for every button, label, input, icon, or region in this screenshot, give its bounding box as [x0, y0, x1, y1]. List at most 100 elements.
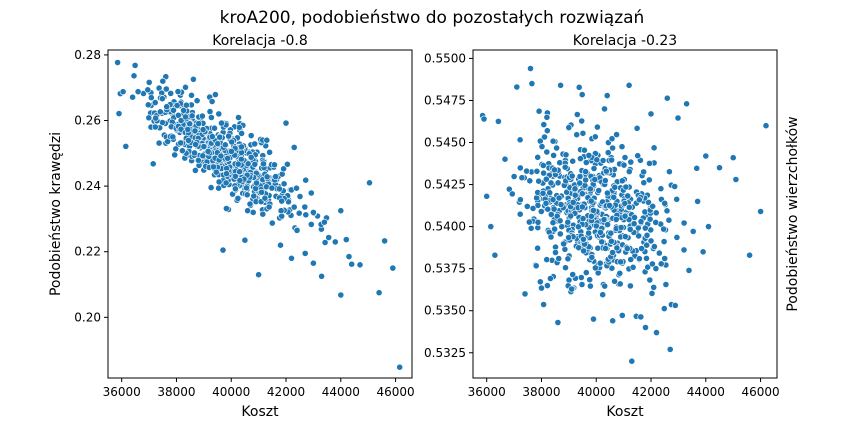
data-point: [180, 107, 187, 114]
data-point: [586, 276, 594, 284]
x-tick-label: 40000: [577, 385, 615, 399]
data-point: [246, 200, 254, 208]
data-point: [674, 114, 682, 122]
data-point: [505, 185, 513, 193]
y-tick-label: 0.5475: [424, 93, 466, 107]
data-point: [762, 122, 770, 130]
data-point: [544, 282, 551, 289]
data-point: [613, 131, 620, 138]
data-point: [602, 244, 609, 252]
y-tick-label: 0.5400: [424, 220, 466, 234]
data-point: [389, 264, 397, 272]
data-point: [535, 177, 543, 185]
data-point: [275, 185, 283, 193]
data-point: [144, 101, 152, 109]
data-point: [536, 278, 544, 286]
data-point: [268, 184, 276, 192]
data-point: [540, 301, 547, 308]
data-point: [565, 276, 573, 284]
data-point: [235, 124, 243, 131]
data-point: [235, 114, 242, 121]
data-point: [594, 123, 601, 131]
data-point: [616, 269, 624, 277]
data-point: [673, 233, 681, 241]
data-point: [144, 86, 152, 94]
data-point: [527, 65, 534, 72]
data-point: [290, 143, 298, 151]
data-point: [523, 167, 530, 175]
data-point: [243, 191, 251, 199]
data-point: [302, 176, 310, 184]
x-tick-label: 46000: [741, 385, 779, 399]
data-point: [223, 170, 230, 178]
data-point: [255, 271, 262, 279]
x-tick-label: 44000: [687, 385, 725, 399]
y-tick-label: 0.5325: [424, 346, 466, 360]
data-point: [629, 263, 637, 271]
data-point: [601, 105, 608, 113]
data-point: [647, 110, 655, 118]
data-point: [587, 197, 595, 205]
figure-suptitle: kroA200, podobieństwo do pozostałych roz…: [220, 8, 645, 28]
data-point: [610, 193, 618, 201]
data-point: [518, 174, 526, 182]
data-point: [551, 166, 558, 174]
data-point: [501, 155, 509, 163]
data-point: [621, 212, 629, 220]
data-point: [646, 276, 654, 284]
data-point: [593, 156, 601, 164]
x-tick-label: 46000: [376, 385, 414, 399]
data-point: [585, 151, 593, 159]
x-tick-label: 42000: [632, 385, 670, 399]
data-point: [625, 81, 633, 89]
data-point: [627, 256, 635, 263]
data-point: [119, 88, 127, 96]
y-tick-label: 0.5425: [424, 178, 466, 192]
data-point: [149, 160, 157, 168]
data-point: [199, 126, 207, 134]
data-point: [516, 164, 524, 172]
data-point: [221, 141, 229, 149]
data-point: [624, 192, 632, 200]
data-point: [234, 160, 242, 168]
data-point: [193, 97, 201, 105]
data-point: [309, 259, 317, 267]
data-point: [280, 180, 288, 188]
data-point: [612, 215, 620, 223]
chart-panel-left: 36000 38000 40000 42000 44000 46000 0.20 0.22 0.…: [48, 33, 415, 420]
data-point: [660, 305, 668, 312]
data-point: [549, 137, 557, 145]
x-tick-label: 42000: [267, 385, 305, 399]
data-point: [301, 203, 309, 211]
data-point: [599, 291, 607, 299]
y-tick-label: 0.5450: [424, 136, 466, 150]
data-point: [588, 212, 595, 220]
data-point: [532, 262, 540, 270]
data-point: [652, 265, 660, 272]
data-point: [528, 80, 536, 87]
data-point: [607, 229, 615, 237]
x-tick-label: 38000: [157, 385, 195, 399]
data-point: [575, 83, 583, 91]
data-point: [547, 179, 555, 187]
y-tick-label: 0.22: [74, 245, 101, 259]
data-point: [516, 136, 524, 144]
data-point: [540, 169, 547, 177]
data-point: [200, 143, 208, 150]
data-point: [191, 127, 199, 135]
x-axis-label-right: Koszt: [606, 404, 644, 420]
data-point: [527, 224, 535, 232]
data-point: [732, 176, 740, 183]
x-tick-label: 36000: [468, 385, 506, 399]
data-point: [543, 113, 551, 121]
data-point: [302, 211, 310, 219]
y-tick-label: 0.5350: [424, 304, 466, 318]
data-point: [630, 220, 638, 228]
data-point: [671, 183, 679, 190]
data-point: [553, 144, 560, 152]
data-point: [557, 81, 564, 89]
data-point: [611, 277, 618, 285]
data-point: [578, 203, 586, 211]
data-point: [555, 194, 563, 202]
data-point: [569, 157, 577, 165]
